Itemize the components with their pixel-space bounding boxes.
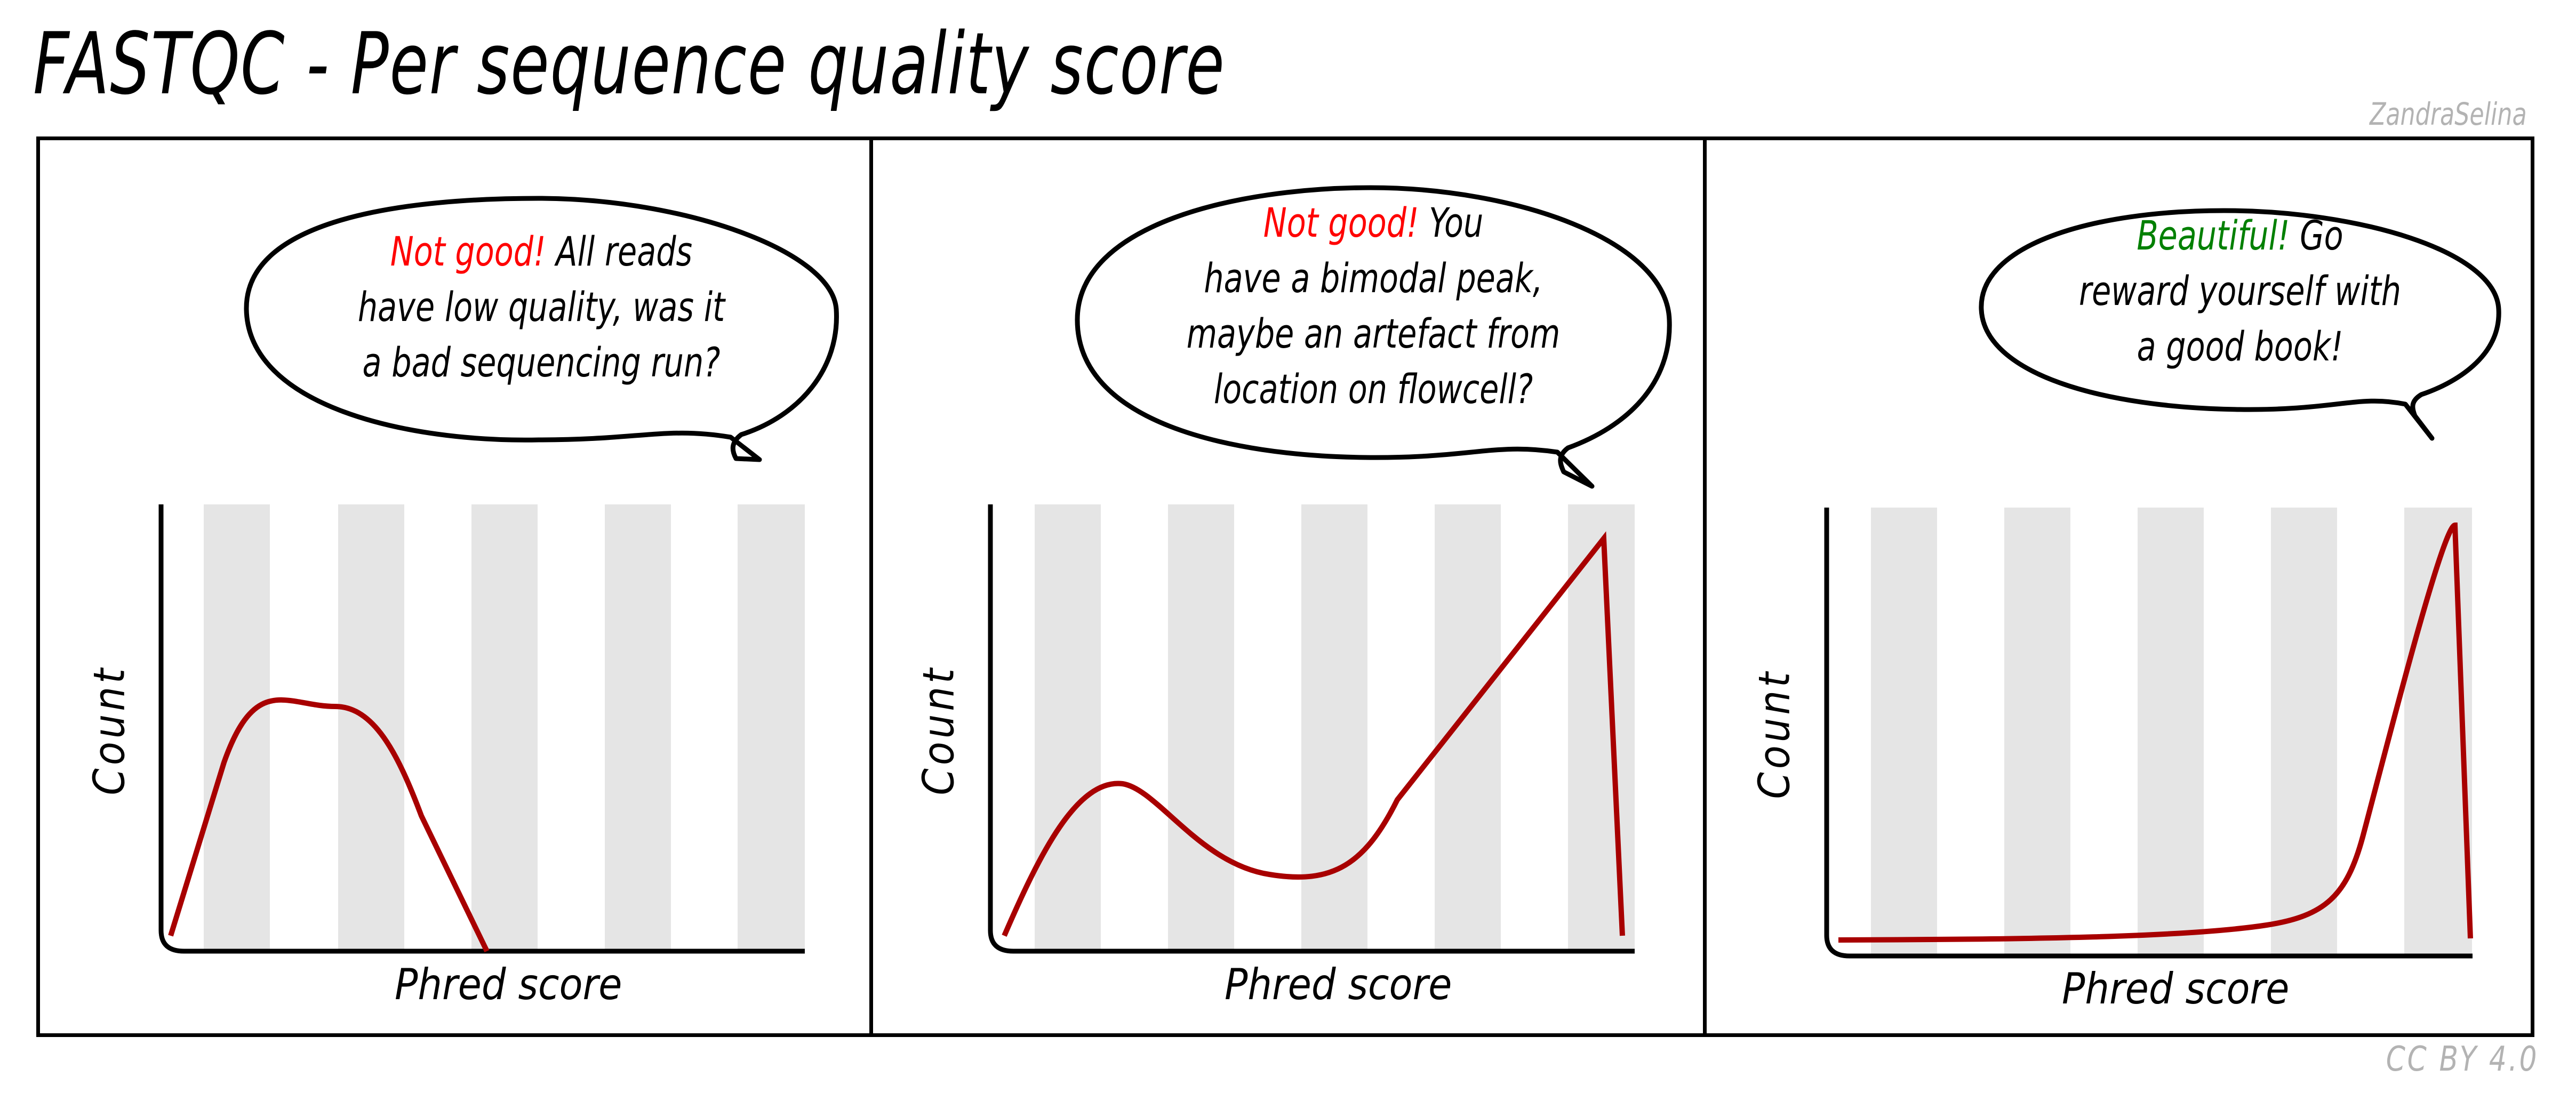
verdict-badge: Not good! (1263, 199, 1419, 246)
quality-curve (1838, 522, 2473, 943)
y-axis-label: Count (1749, 669, 1799, 799)
speech-bubble-text-1: Not good! All reads have low quality, wa… (357, 228, 725, 386)
speech-bubble-text-2: Not good! You have a bimodal peak, maybe… (1186, 199, 1561, 413)
panel-divider (1703, 136, 1707, 1037)
y-axis-label: Count (84, 665, 134, 795)
license-watermark: CC BY 4.0 (2386, 1040, 2539, 1079)
verdict-badge: Beautiful! (2137, 212, 2290, 259)
x-axis-label: Phred score (395, 960, 622, 1009)
panel-3 (1824, 208, 2501, 959)
quality-curve (168, 697, 490, 953)
speech-bubble (244, 196, 839, 462)
speech-bubble-text-3: Beautiful! Go reward yourself with a goo… (2078, 212, 2402, 370)
verdict-badge: Not good! (390, 228, 546, 275)
y-axis-label: Count (914, 665, 964, 795)
x-axis-label: Phred score (1225, 960, 1452, 1009)
axes (988, 504, 1635, 954)
stripes (204, 504, 805, 951)
quality-curve (1002, 531, 1625, 937)
x-axis-label: Phred score (2062, 964, 2290, 1014)
panel-2 (988, 185, 1672, 954)
stripes (1871, 508, 2472, 956)
stripes (1035, 504, 1635, 951)
author-watermark: ZandraSelina (2370, 96, 2527, 132)
panel-divider (869, 136, 873, 1037)
comic-frame (36, 136, 2534, 1037)
panel-1 (158, 196, 839, 954)
axes (1824, 508, 2473, 959)
speech-bubble (1075, 185, 1672, 489)
page-title: FASTQC - Per sequence quality score (33, 14, 1226, 114)
axes (158, 504, 805, 954)
speech-bubble (1979, 208, 2501, 441)
